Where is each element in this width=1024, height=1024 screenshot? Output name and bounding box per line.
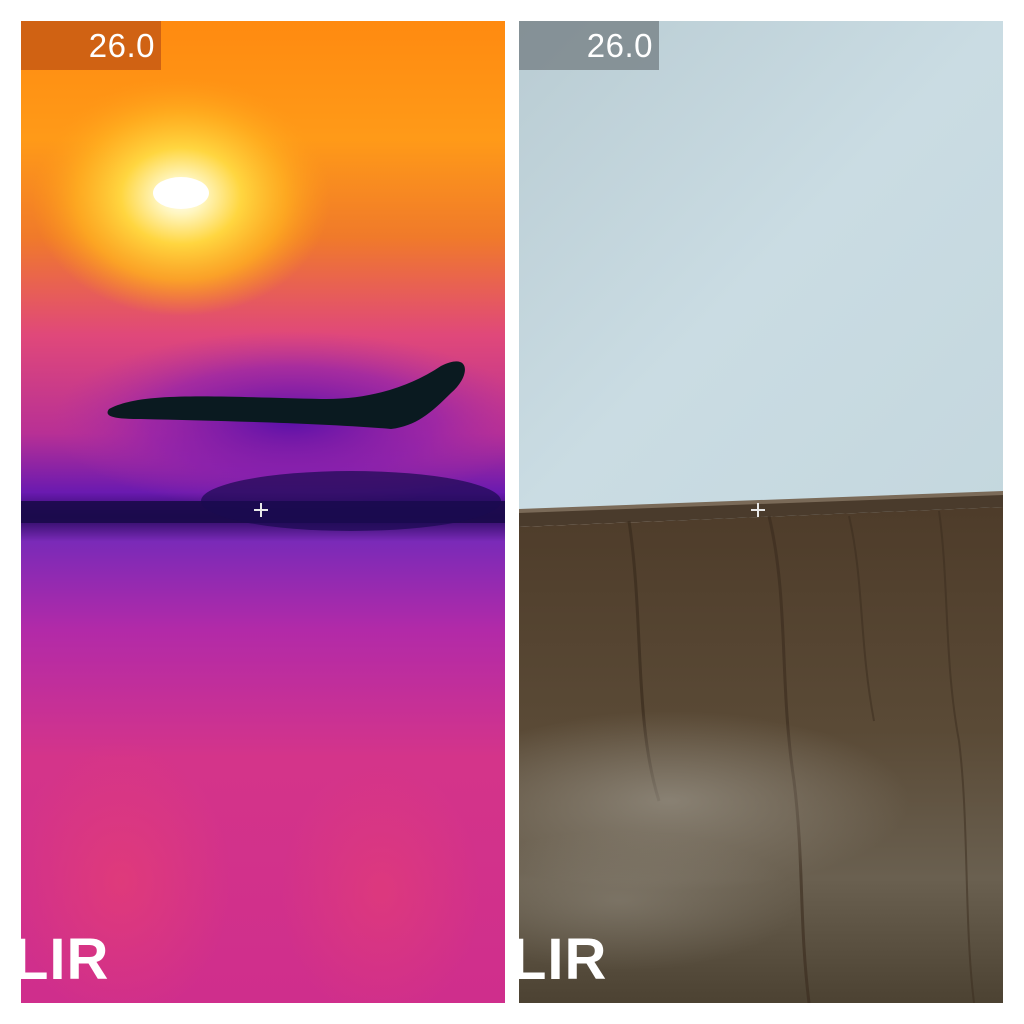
visual-image-panel: 26.0 LIR	[519, 21, 1003, 1003]
crosshair-icon	[751, 503, 765, 517]
thermal-image	[21, 21, 505, 1003]
thermal-image-panel: 26.0 LIR	[21, 21, 505, 1003]
temperature-readout: 26.0	[519, 21, 659, 70]
temperature-readout: 26.0	[21, 21, 161, 70]
flir-logo: LIR	[519, 927, 608, 992]
flir-logo: LIR	[21, 927, 110, 992]
crosshair-icon	[254, 503, 268, 517]
visual-photo	[519, 21, 1003, 1003]
